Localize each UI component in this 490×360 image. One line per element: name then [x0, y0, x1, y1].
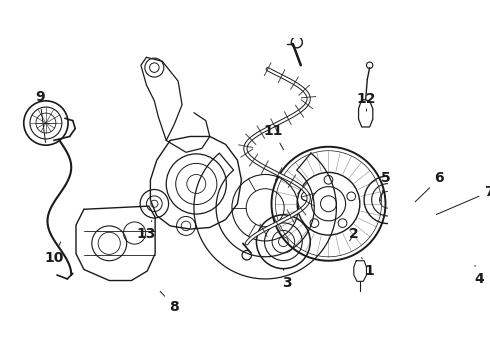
Text: 3: 3: [282, 269, 292, 290]
Text: 2: 2: [349, 227, 359, 241]
Text: 6: 6: [415, 171, 444, 202]
Text: 13: 13: [137, 221, 156, 241]
Text: 12: 12: [357, 92, 376, 111]
Text: 9: 9: [35, 90, 46, 143]
Text: 11: 11: [263, 124, 284, 150]
Text: 10: 10: [44, 242, 64, 265]
Text: 8: 8: [160, 291, 179, 314]
Text: 5: 5: [381, 171, 391, 201]
Text: 1: 1: [362, 257, 374, 278]
Text: 7: 7: [436, 185, 490, 215]
Text: 4: 4: [474, 265, 484, 286]
